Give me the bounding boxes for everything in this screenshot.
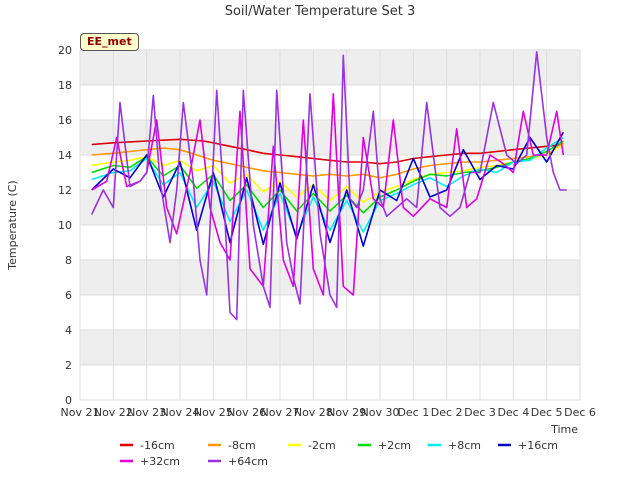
series-line-2cm [91, 143, 564, 203]
y-tick-label: 4 [65, 324, 72, 337]
legend-label: +8cm [448, 439, 481, 452]
series-line-16cm [91, 138, 564, 165]
x-tick-label: Dec 6 [564, 406, 596, 419]
y-tick-label: 0 [65, 394, 72, 407]
x-tick-label: Dec 3 [464, 406, 496, 419]
y-tick-label: 16 [58, 114, 72, 127]
plot-band [80, 260, 580, 295]
y-tick-label: 18 [58, 79, 72, 92]
x-tick-label: Dec 4 [497, 406, 529, 419]
y-tick-label: 10 [58, 219, 72, 232]
y-tick-label: 14 [58, 149, 72, 162]
legend-label: -16cm [140, 439, 175, 452]
y-axis-label: Temperature (C) [6, 180, 19, 270]
x-axis-label: Time [550, 423, 578, 436]
legend-label: +32cm [140, 455, 180, 468]
legend: -16cm -8cm -2cm +2cm +8cm +16cm +32cm +64cm [120, 439, 558, 468]
legend-label: +2cm [378, 439, 411, 452]
x-tick-label: Nov 21 [61, 406, 100, 419]
plot-band [80, 190, 580, 225]
x-tick-label: Nov 29 [327, 406, 366, 419]
y-tick-label: 6 [65, 289, 72, 302]
x-tick-label: Nov 30 [361, 406, 400, 419]
legend-label: -8cm [228, 439, 256, 452]
y-tick-label: 12 [58, 184, 72, 197]
x-tick-label: Nov 28 [294, 406, 333, 419]
series-line-64cm [90, 51, 567, 321]
x-tick-label: Dec 2 [431, 406, 463, 419]
x-tick-label: Nov 26 [227, 406, 266, 419]
legend-label: -2cm [308, 439, 336, 452]
y-tick-label: 20 [58, 44, 72, 57]
x-tick-label: Nov 24 [161, 406, 200, 419]
series-line-16cm [91, 131, 564, 247]
chart-title: Soil/Water Temperature Set 3 [225, 4, 416, 19]
x-tick-label: Dec 5 [531, 406, 563, 419]
series-line-32cm [91, 93, 565, 296]
station-badge: EE_met [80, 33, 139, 51]
grid-lines [79, 49, 581, 401]
y-axis-ticks: 0 2 4 6 8 10 12 14 16 18 20 [58, 44, 72, 407]
x-tick-label: Nov 23 [127, 406, 166, 419]
legend-label: +64cm [228, 455, 268, 468]
series-layer [90, 51, 567, 321]
x-tick-label: Nov 27 [261, 406, 300, 419]
x-tick-label: Nov 22 [94, 406, 133, 419]
plot-band [80, 330, 580, 365]
x-tick-label: Dec 1 [397, 406, 429, 419]
y-tick-label: 8 [65, 254, 72, 267]
y-tick-label: 2 [65, 359, 72, 372]
legend-label: +16cm [518, 439, 558, 452]
plot-band [80, 50, 580, 85]
x-tick-label: Nov 25 [194, 406, 233, 419]
